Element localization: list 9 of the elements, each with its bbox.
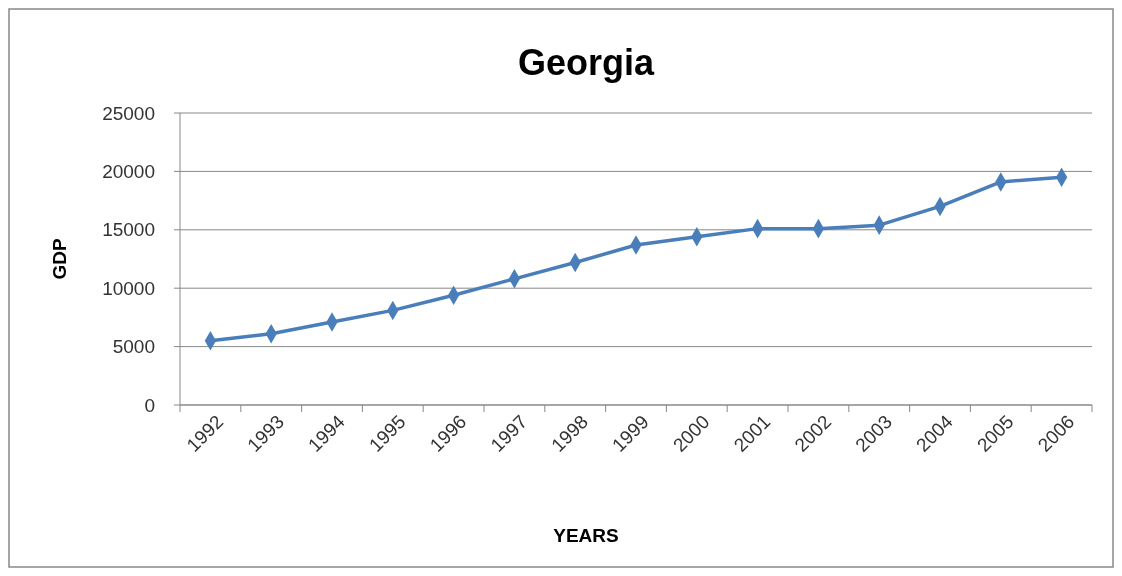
chart-title: Georgia	[517, 42, 655, 83]
y-axis-title: GDP	[49, 238, 70, 280]
y-tick-label: 5000	[112, 336, 155, 358]
y-tick-label: 10000	[102, 277, 155, 299]
y-tick-label: 25000	[102, 102, 155, 124]
y-tick-label: 15000	[102, 219, 155, 241]
x-axis-title: YEARS	[553, 525, 619, 546]
y-tick-label: 0	[144, 394, 155, 416]
y-tick-label: 20000	[102, 161, 155, 183]
